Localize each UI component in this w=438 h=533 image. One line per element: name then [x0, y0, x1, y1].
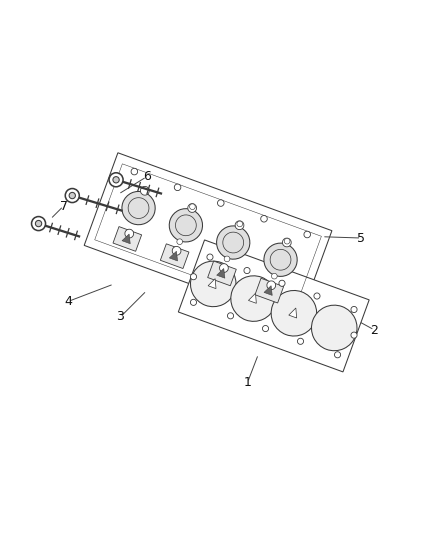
Text: 5: 5 — [357, 231, 365, 245]
Polygon shape — [248, 293, 256, 303]
Polygon shape — [289, 308, 297, 318]
Text: 3: 3 — [117, 310, 124, 324]
Circle shape — [69, 192, 75, 199]
Ellipse shape — [219, 264, 228, 272]
Circle shape — [35, 221, 42, 227]
Ellipse shape — [227, 313, 233, 319]
Circle shape — [113, 176, 119, 183]
Ellipse shape — [261, 215, 267, 222]
Ellipse shape — [304, 231, 311, 238]
Polygon shape — [208, 261, 236, 286]
Ellipse shape — [271, 290, 317, 336]
Ellipse shape — [224, 256, 230, 262]
Text: 6: 6 — [143, 170, 151, 183]
Circle shape — [32, 216, 46, 231]
Ellipse shape — [231, 276, 276, 321]
Ellipse shape — [235, 221, 244, 230]
Polygon shape — [113, 227, 141, 251]
Polygon shape — [264, 286, 272, 295]
Ellipse shape — [335, 352, 341, 358]
Text: 2: 2 — [371, 324, 378, 336]
Ellipse shape — [311, 305, 357, 351]
Ellipse shape — [262, 326, 268, 332]
Ellipse shape — [244, 268, 250, 273]
Ellipse shape — [122, 191, 155, 225]
Text: 7: 7 — [60, 199, 67, 213]
Text: 4: 4 — [64, 295, 72, 308]
Ellipse shape — [128, 198, 149, 219]
Ellipse shape — [223, 232, 244, 253]
Polygon shape — [217, 269, 225, 278]
Ellipse shape — [351, 306, 357, 312]
Ellipse shape — [174, 184, 181, 191]
Polygon shape — [208, 279, 216, 289]
Ellipse shape — [283, 238, 291, 247]
Ellipse shape — [169, 208, 202, 242]
Polygon shape — [84, 153, 332, 324]
Circle shape — [109, 173, 123, 187]
Ellipse shape — [297, 338, 304, 344]
Ellipse shape — [351, 332, 357, 338]
Ellipse shape — [314, 293, 320, 299]
Ellipse shape — [267, 281, 276, 289]
Ellipse shape — [264, 243, 297, 277]
Ellipse shape — [272, 273, 277, 279]
Ellipse shape — [270, 249, 291, 270]
Ellipse shape — [141, 187, 149, 195]
Polygon shape — [122, 234, 130, 244]
Ellipse shape — [188, 204, 197, 212]
Ellipse shape — [191, 273, 197, 280]
Polygon shape — [160, 244, 189, 269]
Ellipse shape — [125, 229, 134, 238]
Polygon shape — [255, 278, 284, 303]
Ellipse shape — [284, 238, 290, 244]
Text: 1: 1 — [244, 376, 251, 389]
Ellipse shape — [172, 246, 181, 255]
Ellipse shape — [216, 226, 250, 259]
Ellipse shape — [191, 299, 197, 305]
Ellipse shape — [191, 261, 236, 306]
Ellipse shape — [218, 200, 224, 206]
Circle shape — [65, 189, 79, 203]
Ellipse shape — [279, 280, 285, 286]
Polygon shape — [178, 240, 369, 372]
Ellipse shape — [237, 221, 243, 227]
Ellipse shape — [131, 168, 138, 175]
Ellipse shape — [177, 239, 183, 245]
Ellipse shape — [190, 204, 195, 209]
Polygon shape — [170, 251, 177, 261]
Ellipse shape — [207, 254, 213, 260]
Ellipse shape — [176, 215, 196, 236]
